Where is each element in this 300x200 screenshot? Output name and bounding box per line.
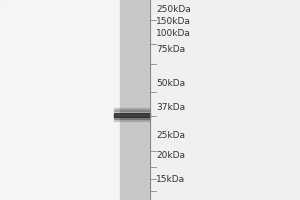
Text: 100kDa: 100kDa: [156, 28, 191, 38]
Bar: [114, 119, 150, 121]
Text: 50kDa: 50kDa: [156, 79, 185, 88]
Bar: [114, 110, 150, 111]
Bar: [114, 117, 150, 119]
Bar: [0, 0, 150, 200]
Text: 250kDa: 250kDa: [156, 4, 191, 14]
Text: 75kDa: 75kDa: [156, 45, 185, 53]
Text: 15kDa: 15kDa: [156, 176, 185, 184]
Bar: [114, 113, 150, 117]
Bar: [114, 108, 150, 109]
Text: 150kDa: 150kDa: [156, 17, 191, 25]
Bar: [120, 0, 150, 200]
Text: 37kDa: 37kDa: [156, 104, 185, 112]
Text: 20kDa: 20kDa: [156, 152, 185, 160]
Text: 25kDa: 25kDa: [156, 132, 185, 140]
